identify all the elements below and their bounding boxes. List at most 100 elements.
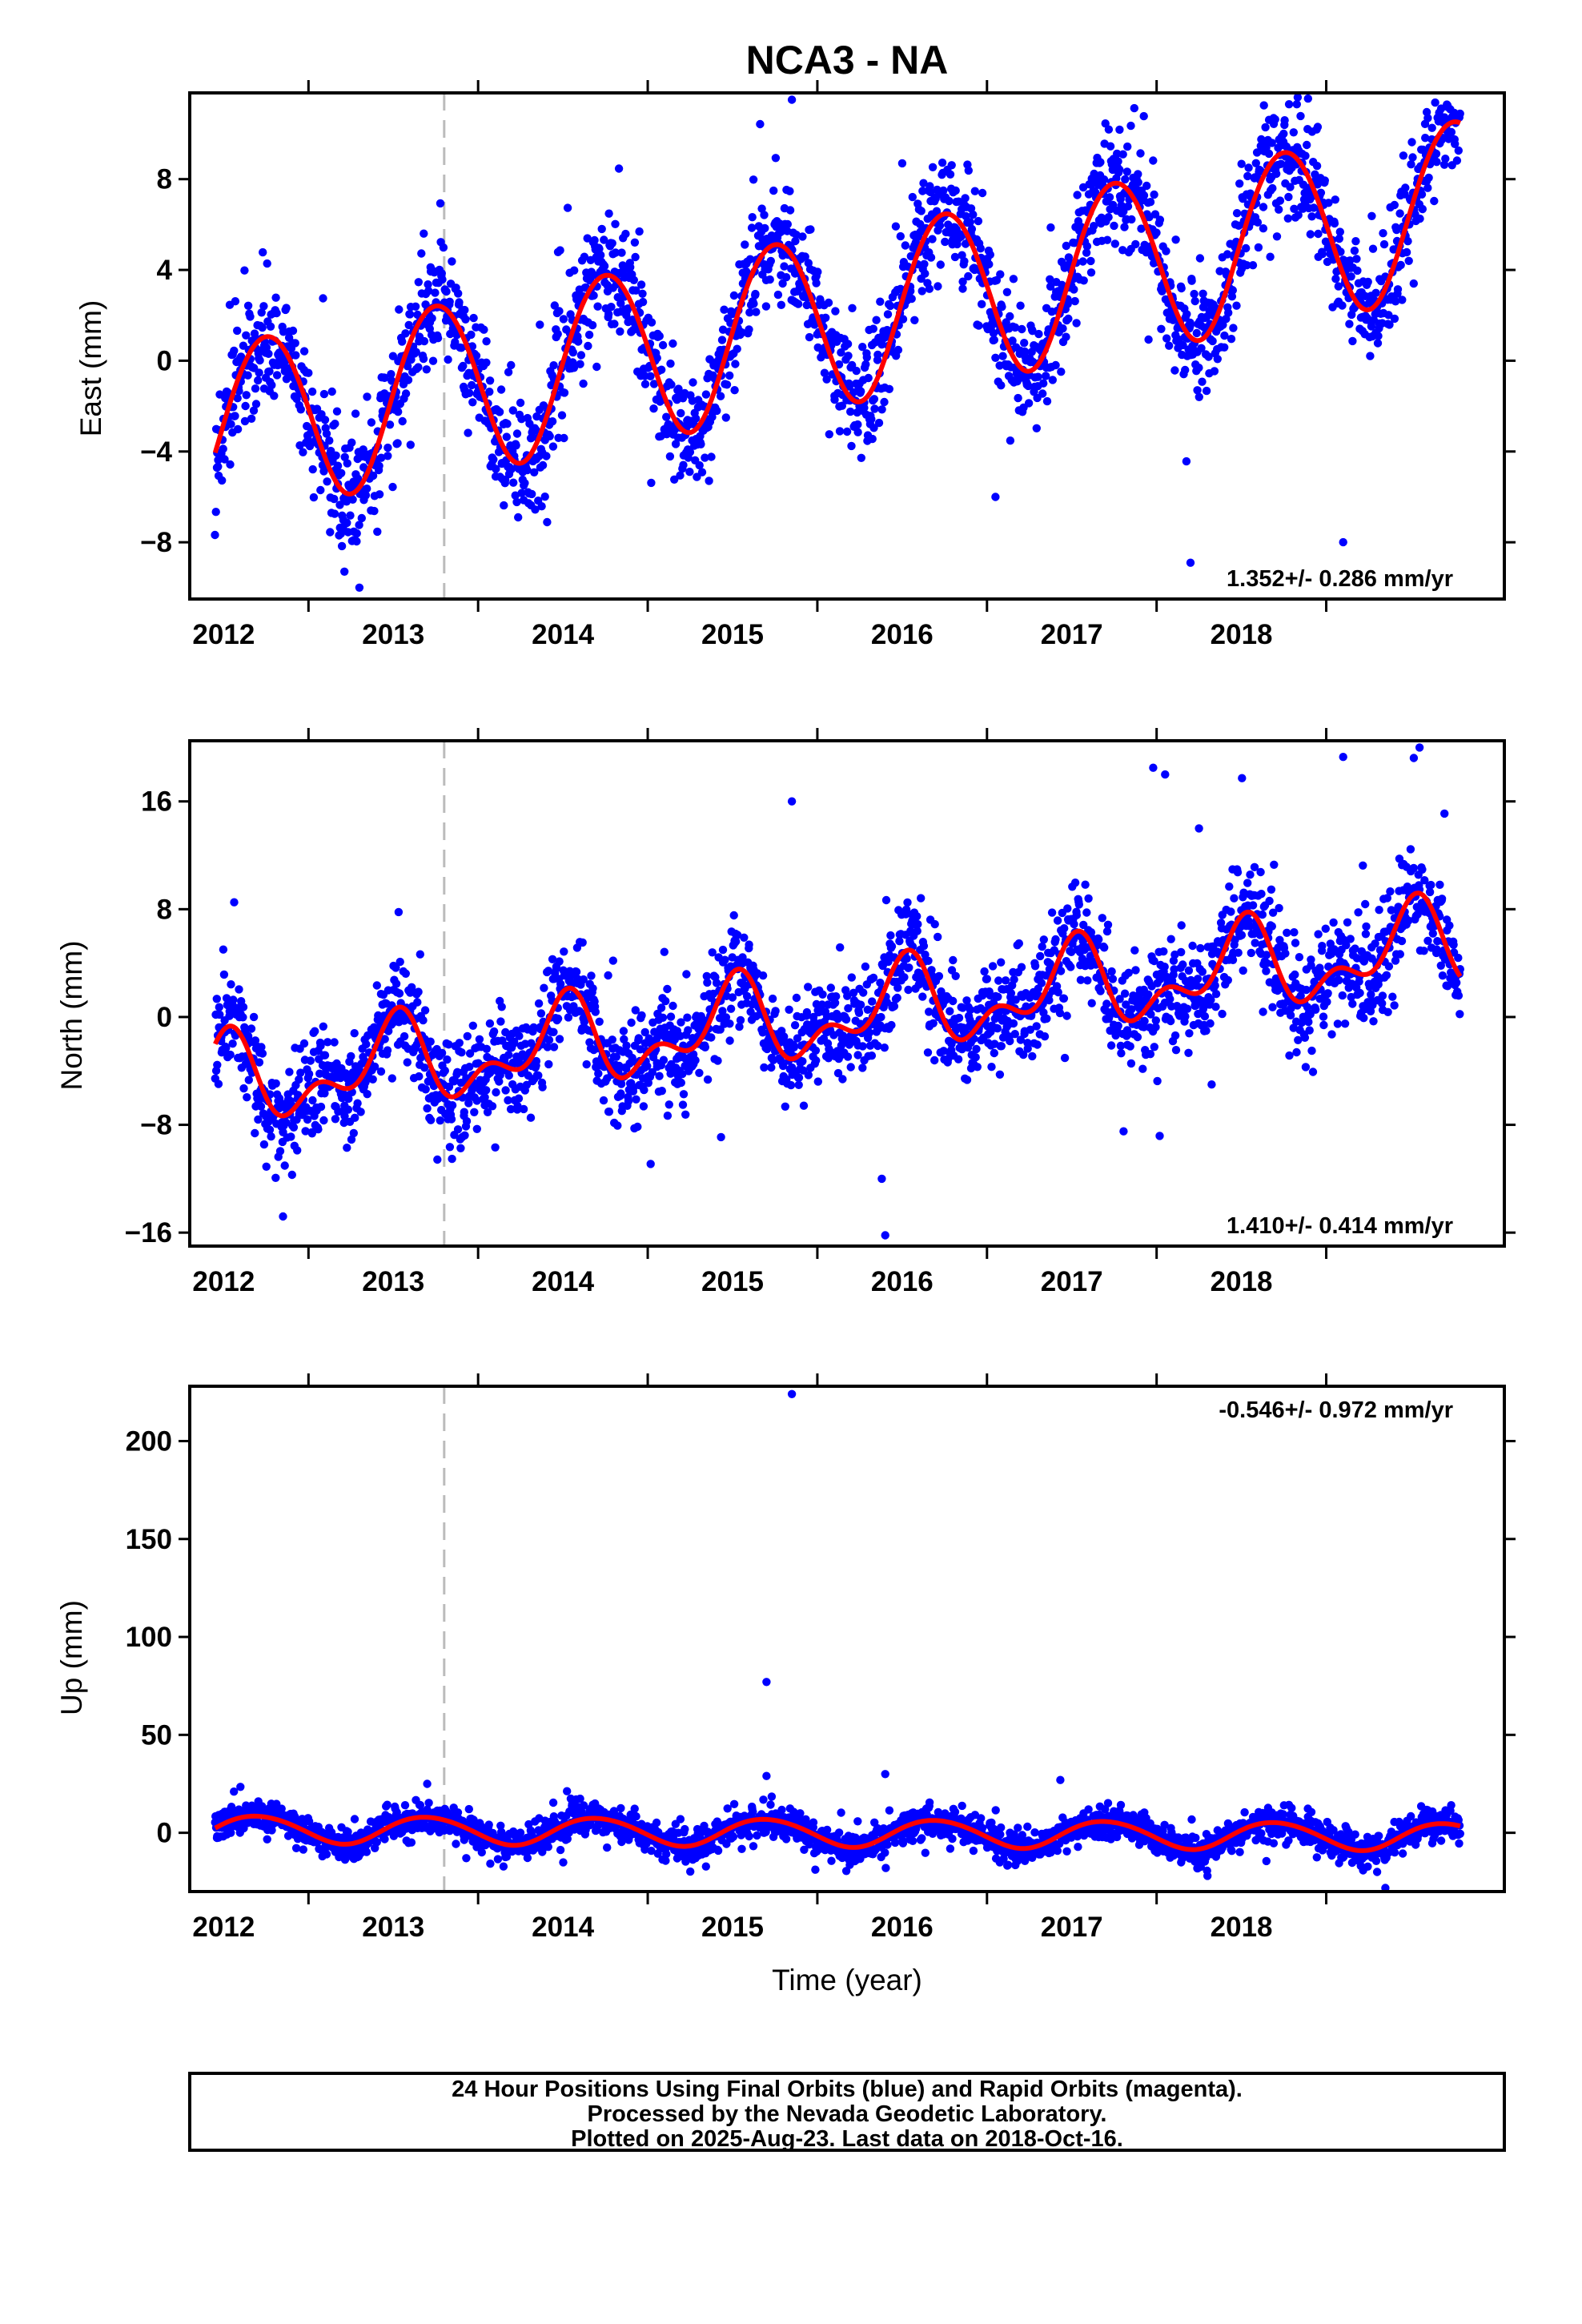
- east-data-point: [935, 221, 945, 230]
- east-data-point: [576, 351, 586, 360]
- north-data-point: [1026, 1025, 1035, 1035]
- east-data-point: [872, 316, 881, 324]
- north-data-point: [721, 955, 729, 964]
- north-data-point: [315, 1069, 324, 1078]
- north-data-point: [1122, 1000, 1130, 1009]
- north-rate-label: 1.410+/- 0.414 mm/yr: [1227, 1213, 1453, 1239]
- north-data-point: [859, 988, 868, 997]
- north-data-point: [769, 1055, 778, 1065]
- north-data-point: [347, 1051, 355, 1061]
- east-data-point: [1280, 116, 1289, 125]
- east-data-point: [1395, 209, 1404, 218]
- north-data-point: [887, 1020, 896, 1030]
- east-data-point: [934, 282, 942, 291]
- north-data-point: [316, 1102, 326, 1112]
- east-data-point: [1086, 268, 1096, 277]
- north-data-point: [946, 1007, 954, 1015]
- east-data-point: [394, 408, 403, 416]
- east-data-point: [1110, 239, 1120, 248]
- north-data-point: [1117, 1049, 1126, 1058]
- east-data-point: [845, 382, 854, 391]
- east-data-point: [765, 275, 774, 284]
- east-data-point: [340, 452, 349, 461]
- figure-title: NCA3 - NA: [746, 38, 949, 82]
- north-data-point: [219, 970, 229, 979]
- east-outlier-point: [787, 95, 797, 104]
- east-ytick-label: −4: [140, 436, 172, 468]
- east-data-point: [1261, 123, 1270, 132]
- east-data-point: [941, 237, 950, 247]
- north-data-point: [988, 962, 998, 971]
- east-data-point: [853, 420, 862, 429]
- east-data-point: [950, 252, 960, 262]
- east-data-point: [831, 307, 840, 316]
- east-data-point: [1392, 225, 1401, 235]
- north-data-point: [725, 1036, 734, 1045]
- east-data-point: [1038, 389, 1047, 398]
- north-data-point: [962, 996, 971, 1005]
- north-data-point: [877, 1012, 885, 1022]
- east-data-point: [1144, 335, 1153, 344]
- north-data-point: [491, 1143, 500, 1152]
- east-data-point: [990, 336, 999, 344]
- east-data-point: [896, 231, 905, 241]
- east-data-point: [271, 293, 280, 302]
- north-data-point: [880, 1043, 889, 1052]
- north-data-point: [733, 931, 742, 939]
- east-data-point: [428, 356, 438, 365]
- north-data-point: [838, 1075, 847, 1084]
- east-data-point: [355, 521, 363, 529]
- north-data-point: [972, 1044, 981, 1054]
- east-data-point: [1057, 368, 1066, 376]
- east-data-point: [296, 405, 305, 414]
- east-data-point: [960, 257, 969, 266]
- north-ylabel: North (mm): [55, 940, 88, 1090]
- east-data-point: [604, 209, 613, 218]
- east-data-point: [848, 304, 857, 312]
- north-data-point: [1140, 1016, 1149, 1026]
- east-data-point: [1062, 241, 1071, 251]
- north-data-point: [1437, 895, 1447, 903]
- east-data-point: [255, 356, 264, 365]
- east-data-point: [507, 360, 516, 370]
- east-data-point: [1186, 321, 1195, 330]
- north-data-point: [905, 963, 913, 972]
- east-data-point: [595, 244, 604, 253]
- north-data-point: [812, 1056, 821, 1065]
- north-data-point: [1106, 1041, 1116, 1050]
- east-xtick-label: 2016: [871, 619, 934, 650]
- north-data-point: [995, 1070, 1005, 1080]
- east-data-point: [393, 439, 402, 448]
- east-data-point: [1139, 191, 1149, 200]
- east-data-point: [240, 416, 250, 426]
- east-data-point: [243, 301, 253, 310]
- north-data-point: [889, 1002, 899, 1011]
- east-data-point: [938, 159, 947, 167]
- north-data-point: [543, 1043, 552, 1051]
- east-data-point: [1142, 181, 1151, 191]
- east-data-point: [255, 368, 263, 377]
- north-data-point: [665, 1100, 673, 1109]
- north-data-point: [1375, 906, 1383, 915]
- east-data-point: [745, 308, 754, 317]
- north-data-point: [1388, 992, 1397, 1001]
- north-data-point: [701, 1043, 709, 1052]
- north-data-point: [492, 1088, 500, 1097]
- north-data-point: [1343, 918, 1352, 927]
- north-data-point: [320, 1051, 330, 1059]
- north-data-point: [789, 1043, 798, 1052]
- north-data-point: [1045, 995, 1054, 1005]
- north-data-point: [504, 1051, 513, 1059]
- east-data-point: [230, 346, 239, 356]
- east-data-point: [1072, 319, 1081, 328]
- east-data-point: [1275, 196, 1285, 205]
- north-data-point: [331, 1115, 340, 1124]
- north-data-point: [854, 1008, 864, 1018]
- east-data-point: [1431, 98, 1439, 107]
- east-data-point: [1002, 287, 1012, 296]
- east-data-point: [570, 266, 579, 275]
- east-data-point: [858, 343, 867, 352]
- north-data-point: [1340, 1019, 1350, 1028]
- east-data-point: [974, 216, 983, 226]
- east-data-point: [1303, 140, 1311, 150]
